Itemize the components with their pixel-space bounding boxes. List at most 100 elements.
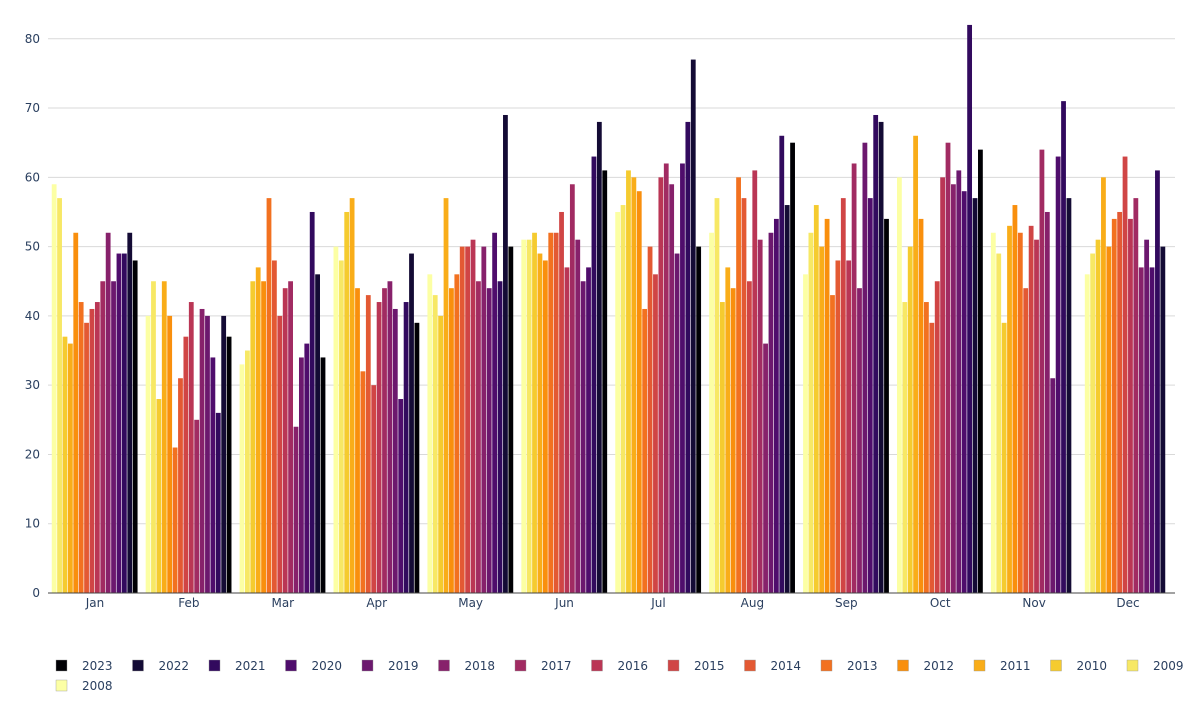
bar-2021-jun[interactable] bbox=[591, 156, 597, 594]
bar-2020-sep[interactable] bbox=[867, 198, 873, 593]
bar-2010-aug[interactable] bbox=[719, 302, 725, 593]
bar-2011-jan[interactable] bbox=[67, 343, 73, 593]
bar-2012-jul[interactable] bbox=[636, 191, 642, 594]
bar-2019-feb[interactable] bbox=[205, 315, 210, 593]
bar-2010-jul[interactable] bbox=[626, 170, 631, 593]
bar-2016-jan[interactable] bbox=[94, 302, 100, 593]
bar-2017-jul[interactable] bbox=[663, 163, 669, 593]
bar-2017-mar[interactable] bbox=[288, 281, 293, 593]
legend-item-2022[interactable]: 2022 bbox=[132, 659, 190, 673]
bar-2009-oct[interactable] bbox=[902, 302, 908, 593]
bar-2015-feb[interactable] bbox=[183, 336, 189, 593]
bar-2010-mar[interactable] bbox=[250, 281, 256, 593]
legend-item-2017[interactable]: 2017 bbox=[514, 659, 572, 673]
bar-2021-aug[interactable] bbox=[779, 135, 785, 593]
bar-2014-aug[interactable] bbox=[741, 198, 747, 593]
bar-2016-dec[interactable] bbox=[1128, 218, 1133, 593]
bar-2009-dec[interactable] bbox=[1090, 253, 1096, 593]
bar-2021-sep[interactable] bbox=[873, 114, 879, 594]
legend-item-2008[interactable]: 2008 bbox=[55, 679, 113, 693]
bar-2020-jul[interactable] bbox=[680, 163, 685, 593]
bar-2019-may[interactable] bbox=[486, 288, 492, 593]
bar-2021-may[interactable] bbox=[497, 281, 503, 593]
bar-2015-jun[interactable] bbox=[559, 211, 564, 594]
bar-2023-may[interactable] bbox=[508, 246, 514, 594]
bar-2015-jul[interactable] bbox=[653, 274, 658, 593]
bar-2011-jul[interactable] bbox=[631, 177, 637, 594]
bar-2009-may[interactable] bbox=[432, 295, 438, 593]
bar-2015-may[interactable] bbox=[465, 246, 471, 594]
bar-2011-feb[interactable] bbox=[161, 281, 167, 593]
bar-2019-jul[interactable] bbox=[674, 253, 680, 593]
bar-2017-dec[interactable] bbox=[1133, 198, 1139, 593]
bar-2013-jun[interactable] bbox=[548, 232, 554, 593]
bar-2016-oct[interactable] bbox=[940, 177, 946, 594]
bar-2014-sep[interactable] bbox=[835, 260, 841, 593]
bar-2021-nov[interactable] bbox=[1061, 101, 1066, 593]
bar-2022-feb[interactable] bbox=[221, 315, 227, 593]
bar-2008-nov[interactable] bbox=[990, 232, 996, 593]
bar-2020-oct[interactable] bbox=[961, 191, 967, 594]
bar-2010-may[interactable] bbox=[438, 315, 444, 593]
bar-2020-jan[interactable] bbox=[116, 253, 122, 593]
bar-2014-jan[interactable] bbox=[84, 322, 89, 593]
legend-item-2010[interactable]: 2010 bbox=[1050, 659, 1108, 673]
bar-2012-jun[interactable] bbox=[542, 260, 548, 593]
bar-2008-jan[interactable] bbox=[51, 184, 57, 593]
bar-2008-apr[interactable] bbox=[333, 246, 339, 594]
bar-2020-nov[interactable] bbox=[1055, 156, 1061, 594]
bar-2023-mar[interactable] bbox=[320, 357, 326, 593]
bar-2020-jun[interactable] bbox=[586, 267, 591, 593]
bar-2020-apr[interactable] bbox=[398, 399, 404, 593]
bar-2009-apr[interactable] bbox=[338, 260, 344, 593]
bar-2022-oct[interactable] bbox=[972, 198, 978, 593]
bar-2014-dec[interactable] bbox=[1117, 211, 1123, 594]
bar-2018-aug[interactable] bbox=[763, 343, 768, 593]
bar-2015-apr[interactable] bbox=[371, 385, 377, 593]
legend-item-2018[interactable]: 2018 bbox=[438, 659, 496, 673]
bar-2008-feb[interactable] bbox=[145, 315, 151, 593]
bar-2011-nov[interactable] bbox=[1007, 225, 1012, 593]
bar-2011-oct[interactable] bbox=[913, 135, 919, 593]
bar-2017-nov[interactable] bbox=[1039, 149, 1045, 593]
bar-2022-dec[interactable] bbox=[1160, 246, 1166, 594]
bar-2023-oct[interactable] bbox=[978, 149, 983, 593]
bar-2014-apr[interactable] bbox=[365, 295, 371, 593]
bar-2023-jan[interactable] bbox=[132, 260, 138, 593]
bar-2009-jan[interactable] bbox=[57, 198, 62, 593]
bar-2018-may[interactable] bbox=[481, 246, 487, 594]
bar-2011-may[interactable] bbox=[443, 198, 449, 593]
bar-2010-dec[interactable] bbox=[1095, 239, 1101, 593]
bar-2020-mar[interactable] bbox=[304, 343, 310, 593]
bar-2016-feb[interactable] bbox=[188, 302, 194, 593]
bar-2018-jun[interactable] bbox=[575, 239, 581, 593]
bar-2013-jul[interactable] bbox=[642, 308, 648, 593]
legend[interactable]: 2023 2022 2021 2020 2019 2018 2017 2016 2015 2014… bbox=[55, 659, 1184, 693]
bar-2008-mar[interactable] bbox=[239, 364, 245, 593]
bar-2020-aug[interactable] bbox=[773, 218, 779, 593]
bar-2021-feb[interactable] bbox=[215, 412, 221, 593]
bar-2011-sep[interactable] bbox=[819, 246, 825, 594]
bar-2010-nov[interactable] bbox=[1001, 322, 1007, 593]
bar-2015-sep[interactable] bbox=[840, 198, 846, 593]
bar-2013-apr[interactable] bbox=[360, 371, 366, 593]
legend-item-2015[interactable]: 2015 bbox=[667, 659, 725, 673]
bar-2018-sep[interactable] bbox=[857, 288, 862, 593]
bar-2016-sep[interactable] bbox=[846, 260, 852, 593]
bar-2019-mar[interactable] bbox=[298, 357, 304, 593]
bar-2009-feb[interactable] bbox=[151, 281, 156, 593]
bar-2016-may[interactable] bbox=[470, 239, 476, 593]
bar-2012-mar[interactable] bbox=[261, 281, 266, 593]
bar-2013-feb[interactable] bbox=[172, 447, 178, 593]
bar-2017-sep[interactable] bbox=[851, 163, 857, 593]
bar-2023-feb[interactable] bbox=[226, 336, 232, 593]
bar-2013-aug[interactable] bbox=[736, 177, 741, 594]
bar-2013-sep[interactable] bbox=[830, 295, 835, 593]
bar-2008-may[interactable] bbox=[427, 274, 433, 593]
bar-2016-mar[interactable] bbox=[282, 288, 288, 593]
bar-2016-aug[interactable] bbox=[752, 170, 758, 593]
bar-2021-apr[interactable] bbox=[403, 302, 409, 593]
bar-2019-jun[interactable] bbox=[580, 281, 586, 593]
legend-item-2016[interactable]: 2016 bbox=[591, 659, 649, 673]
bar-2022-may[interactable] bbox=[503, 114, 508, 594]
